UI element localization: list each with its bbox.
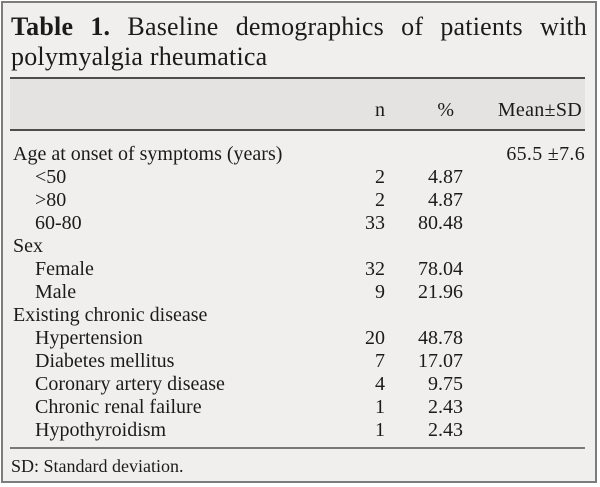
table-header-row: n % Mean±SD [10, 79, 585, 129]
row-percent-value [385, 304, 463, 327]
row-mean-sd-value [463, 373, 585, 396]
row-mean-sd-value [463, 189, 585, 212]
table-body: Age at onset of symptoms (years) 65.5 ±7… [10, 143, 585, 442]
row-label: Sex [13, 235, 43, 257]
rule-above-footnote [10, 447, 585, 449]
row-label: Female [35, 258, 94, 280]
row-mean-sd-value [463, 281, 585, 304]
row-n-value: 7 [375, 350, 385, 372]
col-header-n: n [375, 99, 385, 121]
row-n-value: 4 [375, 373, 385, 395]
col-header-percent: % [437, 99, 454, 121]
row-mean-sd-value [463, 396, 585, 419]
row-mean-sd-value [463, 350, 585, 373]
table-row: Coronary artery disease 4 9.75 [10, 373, 585, 396]
table-title-line1: Table 1. Baseline demographics of patien… [11, 12, 587, 42]
rule-above-header [10, 77, 585, 79]
row-percent-value [385, 235, 463, 258]
row-percent-value: 21.96 [418, 281, 463, 303]
row-n-value: 33 [365, 212, 385, 234]
row-n-value [305, 304, 385, 327]
row-n-value [305, 235, 385, 258]
row-percent-value: 78.04 [418, 258, 463, 280]
row-label: 60-80 [35, 212, 82, 234]
rule-below-header [10, 129, 585, 131]
col-header-mean-sd: Mean±SD [497, 99, 582, 121]
table-title-line2: polymyalgia rheumatica [11, 42, 268, 71]
row-percent-value: 17.07 [418, 350, 463, 372]
row-label: Hypothyroidism [35, 419, 167, 441]
row-percent-value: 2.43 [428, 396, 463, 418]
row-percent-value: 4.87 [428, 189, 463, 211]
table-row: >80 2 4.87 [10, 189, 585, 212]
row-mean-sd-value [463, 419, 585, 442]
row-label: Coronary artery disease [35, 373, 225, 395]
table-row: Hypertension 20 48.78 [10, 327, 585, 350]
row-label: Existing chronic disease [13, 304, 208, 326]
row-mean-sd-value [463, 258, 585, 281]
row-label: <50 [35, 166, 67, 188]
col-header-empty [10, 99, 305, 122]
row-percent-value: 2.43 [428, 419, 463, 441]
table-row: Male 9 21.96 [10, 281, 585, 304]
row-mean-sd-value [463, 304, 585, 327]
row-mean-sd-value: 65.5 ±7.6 [506, 143, 585, 165]
row-percent-value: 48.78 [418, 327, 463, 349]
table-row: Hypothyroidism 1 2.43 [10, 419, 585, 442]
row-n-value [305, 143, 385, 166]
row-mean-sd-value [463, 212, 585, 235]
row-label: Male [35, 281, 77, 303]
row-n-value: 2 [375, 189, 385, 211]
row-n-value: 20 [365, 327, 385, 349]
table-row: Existing chronic disease [10, 304, 585, 327]
row-label: >80 [35, 189, 67, 211]
table-row: Female 32 78.04 [10, 258, 585, 281]
row-n-value: 2 [375, 166, 385, 188]
row-percent-value: 9.75 [428, 373, 463, 395]
row-mean-sd-value [463, 327, 585, 350]
table-row: Age at onset of symptoms (years) 65.5 ±7… [10, 143, 585, 166]
table-row: Diabetes mellitus 7 17.07 [10, 350, 585, 373]
table-footnote: SD: Standard deviation. [11, 456, 184, 476]
row-n-value: 1 [375, 419, 385, 441]
table-row: 60-80 33 80.48 [10, 212, 585, 235]
table-number: Table 1. [11, 12, 111, 41]
row-n-value: 1 [375, 396, 385, 418]
row-n-value: 32 [365, 258, 385, 280]
row-label: Diabetes mellitus [35, 350, 175, 372]
row-n-value: 9 [375, 281, 385, 303]
table-row: Chronic renal failure 1 2.43 [10, 396, 585, 419]
row-percent-value: 80.48 [418, 212, 463, 234]
row-label: Hypertension [35, 327, 143, 349]
table-row: Sex [10, 235, 585, 258]
row-label: Chronic renal failure [35, 396, 202, 418]
row-label: Age at onset of symptoms (years) [13, 143, 283, 165]
table-title: Table 1. Baseline demographics of patien… [11, 12, 587, 72]
row-percent-value [385, 143, 463, 166]
row-mean-sd-value [463, 166, 585, 189]
table-row: <50 2 4.87 [10, 166, 585, 189]
row-percent-value: 4.87 [428, 166, 463, 188]
table-title-line1-text: Baseline demographics of patients with [127, 12, 587, 41]
row-mean-sd-value [463, 235, 585, 258]
